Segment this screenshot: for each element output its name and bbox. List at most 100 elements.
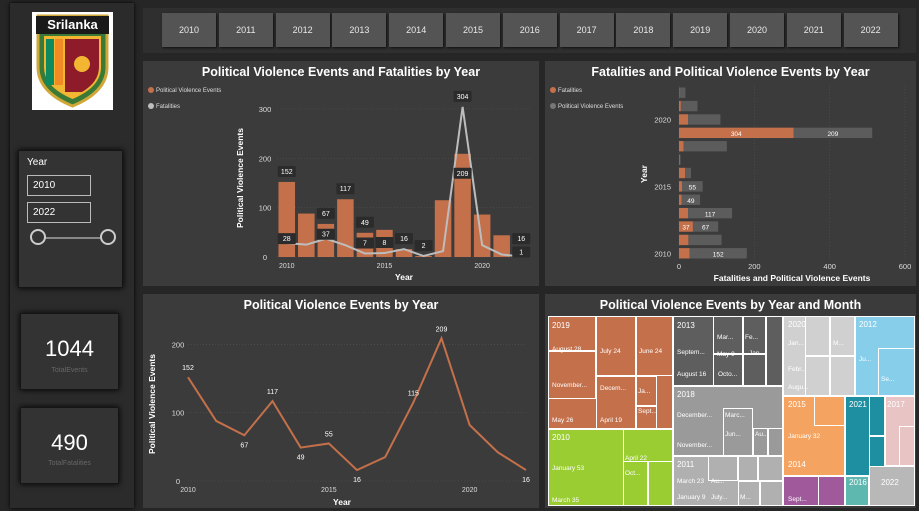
year-button-2021[interactable]: 2021 — [786, 13, 841, 47]
tm-2019-cell[interactable] — [548, 351, 596, 399]
event-label-2016: 16 — [400, 236, 408, 243]
tm-2018-cell[interactable] — [753, 428, 768, 456]
tm-label-jan9: January 9 — [677, 494, 706, 501]
bar-events-2011 — [688, 234, 722, 246]
event-label-2016-bg — [395, 233, 413, 245]
legend-events-label: Political Violence Events — [558, 104, 623, 110]
tm-2010-cell[interactable] — [623, 461, 648, 506]
event-label-2013: 117 — [340, 186, 351, 193]
tm-2014-cell[interactable] — [818, 476, 845, 506]
year-button-2010[interactable]: 2010 — [162, 13, 216, 47]
tm-label-mar23: March 23 — [677, 478, 705, 485]
legend-fatal-label: Fatalities — [558, 88, 582, 94]
bar-events-2019 — [793, 127, 873, 139]
fatal-label-2014-bg — [355, 237, 374, 249]
tm-label-2019: 2019 — [552, 321, 570, 330]
treemap-title: Political Violence Events by Year and Mo… — [599, 298, 862, 312]
tm-2013-cell[interactable] — [766, 316, 783, 386]
fatal-label-2022-bg — [512, 246, 531, 258]
tm-label-marc: Marc... — [725, 412, 745, 419]
year-button-2016[interactable]: 2016 — [502, 13, 557, 47]
total-events-label: TotalEvents — [51, 367, 88, 374]
tm-2022[interactable] — [869, 466, 915, 506]
x-axis-title: Year — [395, 272, 414, 282]
year-button-2020[interactable]: 2020 — [730, 13, 784, 47]
x-tick-label: 200 — [748, 262, 761, 271]
tm-2013-cell[interactable] — [743, 354, 766, 386]
tm-label-m: M... — [833, 340, 844, 347]
y-tick-label: 100 — [172, 409, 185, 418]
y-tick-label: 200 — [259, 154, 272, 163]
bar-fatalities-2019 — [679, 127, 794, 139]
year-from-input[interactable]: 2010 — [27, 175, 91, 196]
event-value-2010: 152 — [713, 252, 724, 259]
tm-2011-cell[interactable] — [758, 456, 783, 481]
tm-2019-cell[interactable] — [548, 316, 596, 351]
year-button-2011[interactable]: 2011 — [218, 13, 273, 47]
chart-fatalities-events-panel: Fatalities and Political Violence Events… — [545, 61, 916, 286]
tm-label-septem: Septem... — [677, 349, 705, 356]
fatal-label-2015: 8 — [383, 240, 387, 247]
year-button-2014[interactable]: 2014 — [389, 13, 444, 47]
tm-label-au2: Au... — [711, 478, 725, 485]
tm-2013-cell[interactable] — [713, 316, 743, 354]
tm-label-2020: 2020 — [788, 320, 806, 329]
year-button-2015[interactable]: 2015 — [446, 13, 500, 47]
tm-2020-cell[interactable] — [805, 316, 830, 356]
year-button-2018[interactable]: 2018 — [616, 13, 671, 47]
sri-lanka-shield-icon — [36, 14, 109, 108]
tm-2010-cell[interactable] — [648, 461, 673, 506]
tm-2013-cell[interactable] — [713, 354, 743, 386]
tm-2018-cell[interactable] — [768, 428, 783, 456]
tm-2018-cell[interactable] — [723, 408, 753, 456]
fatal-label-2010-bg — [277, 233, 296, 245]
slider-handle-start[interactable] — [30, 229, 46, 245]
chart-events-line-panel: Political Violence Events by Year 0 100 20… — [143, 294, 539, 508]
chart2-svg: Fatalities Political Violence Events 0 200 4… — [550, 86, 911, 283]
tm-2021-cell[interactable] — [869, 396, 885, 436]
point-label-2012: 67 — [240, 442, 248, 449]
tm-2016[interactable] — [845, 476, 869, 506]
event-label-2012: 67 — [322, 211, 330, 218]
tm-2013-cell[interactable] — [743, 316, 766, 354]
slider-handle-end[interactable] — [100, 229, 116, 245]
year-button-2017[interactable]: 2017 — [559, 13, 614, 47]
bar-fatalities-2011 — [679, 234, 689, 246]
y-axis-title: Political Violence Events — [147, 354, 157, 454]
point-label-2015: 55 — [325, 431, 333, 438]
legend-events-label: Political Violence Events — [156, 88, 221, 94]
tm-2019-cell[interactable] — [596, 316, 636, 376]
logo-text: Srilanka — [47, 17, 98, 32]
year-button-2012[interactable]: 2012 — [275, 13, 330, 47]
tm-2019-cell[interactable] — [596, 376, 636, 429]
tm-2019-cell[interactable] — [636, 316, 673, 376]
legend-events-swatch — [148, 87, 154, 93]
tm-2019-cell[interactable] — [636, 406, 657, 429]
tm-2015-cell[interactable] — [814, 396, 845, 426]
event-label-2010-bg — [277, 165, 296, 177]
year-button-2019[interactable]: 2019 — [673, 13, 728, 47]
tm-label-2016: 2016 — [849, 478, 867, 487]
year-button-2022[interactable]: 2022 — [843, 13, 898, 47]
tm-label-febr: Febr... — [788, 366, 807, 373]
fatal-value-2019: 304 — [731, 131, 742, 138]
x-tick-label: 2020 — [474, 263, 490, 270]
tm-2019-cell[interactable] — [636, 376, 657, 406]
bar-events-2013 — [688, 207, 733, 219]
tm-2017-cell[interactable] — [899, 426, 915, 466]
tm-label-mar35: March 35 — [552, 497, 580, 504]
year-button-2013[interactable]: 2013 — [332, 13, 387, 47]
chart-events-fatalities-panel: Political Violence Events and Fatalities… — [143, 61, 539, 286]
tm-2020-cell[interactable] — [830, 316, 855, 356]
bar-events-2016 — [395, 249, 413, 257]
tm-2011-cell[interactable] — [708, 456, 738, 481]
tm-2020-cell[interactable] — [805, 356, 830, 396]
tm-2011-cell[interactable] — [738, 481, 760, 506]
tm-2020-cell[interactable] — [830, 356, 855, 396]
event-value-2013: 117 — [705, 211, 716, 218]
fatal-label-2015-bg — [375, 237, 394, 249]
tm-2012-cell[interactable] — [878, 348, 915, 396]
tm-2011-cell[interactable] — [760, 481, 783, 506]
year-to-input[interactable]: 2022 — [27, 202, 91, 223]
tm-2011-cell[interactable] — [738, 456, 758, 481]
